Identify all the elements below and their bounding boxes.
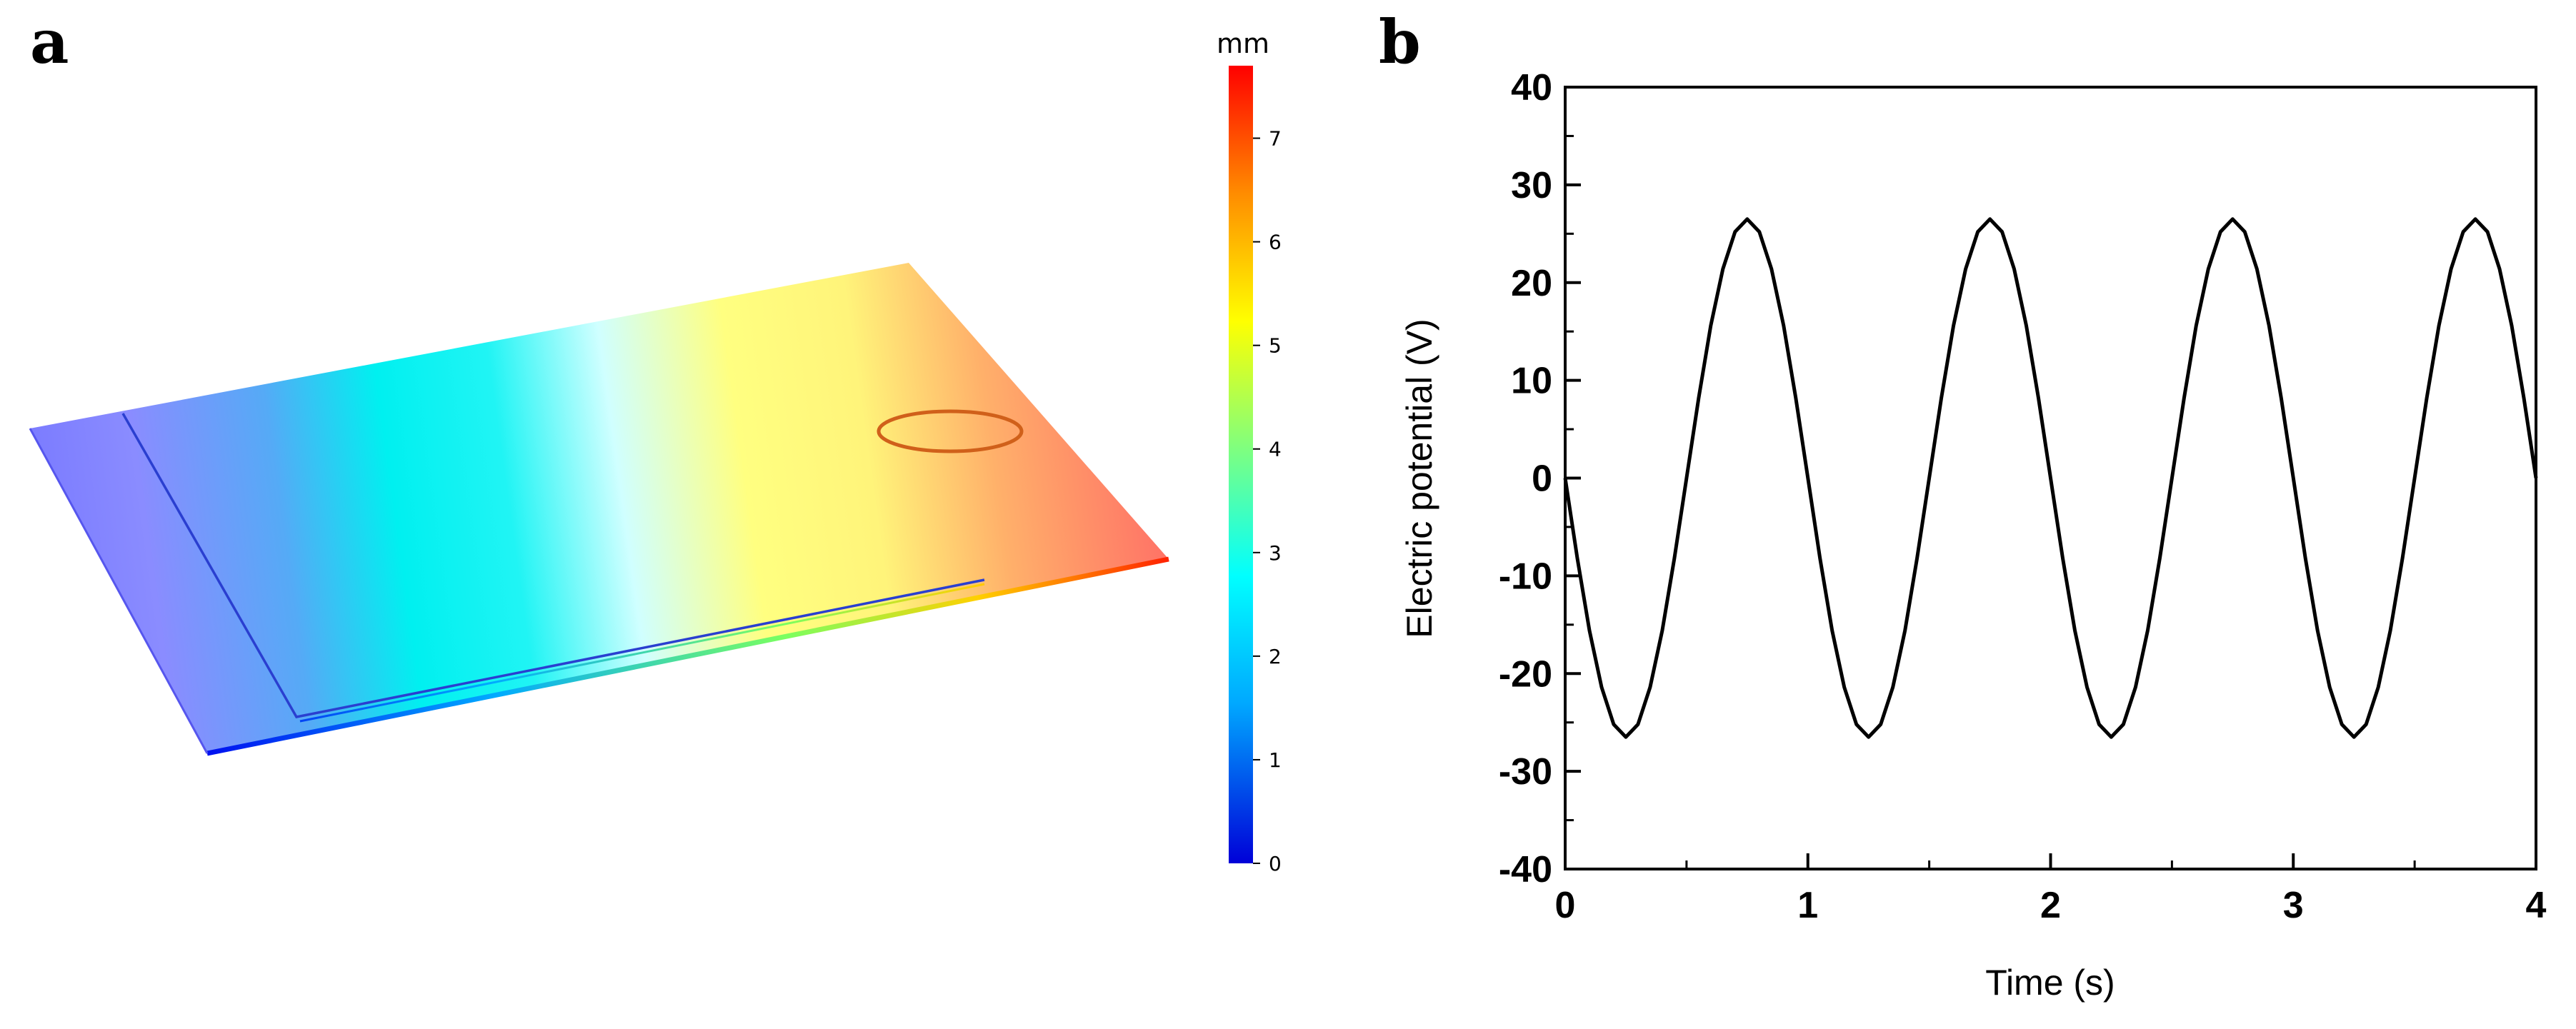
y-tick-label: -40 [1499, 849, 1552, 890]
colorbar-tick-label: 7 [1269, 127, 1282, 151]
panel-label-b: b [1379, 6, 1421, 77]
x-axis-title: Time (s) [1985, 963, 2115, 1003]
inner-slot-edge [299, 583, 985, 723]
colorbar-tick-label: 3 [1269, 541, 1282, 565]
colorbar: mm 0 1 2 3 4 5 6 7 [1217, 28, 1282, 875]
colorbar-tick-label: 0 [1269, 852, 1282, 875]
x-tick-label: 4 [2526, 885, 2547, 926]
plate-rendering [29, 263, 1169, 756]
x-tick-label: 1 [1797, 885, 1818, 926]
colorbar-tick-label: 1 [1269, 748, 1282, 772]
x-tick-label: 3 [2283, 885, 2304, 926]
y-tick-label: 20 [1511, 263, 1552, 304]
y-tick-label: -10 [1499, 556, 1552, 597]
series-line-electric-potential [1563, 217, 2538, 739]
colorbar-tick-label: 4 [1269, 438, 1282, 461]
chart-b: 40 30 20 10 0 -10 -20 -30 -40 0 1 2 3 4 Time (s) Ele… [1399, 67, 2547, 1003]
y-tick-label: 40 [1511, 67, 1552, 109]
x-tick-label: 2 [2040, 885, 2061, 926]
plate-front-edge [206, 556, 1169, 756]
colorbar-tick-label: 2 [1269, 645, 1282, 668]
x-axis-ticks: 0 1 2 3 4 [1555, 853, 2547, 926]
plate-left-edge [29, 428, 209, 754]
circular-hole [877, 409, 1024, 453]
colorbar-tick-label: 6 [1269, 231, 1282, 254]
x-tick-label: 0 [1555, 885, 1576, 926]
plate-surface [30, 263, 1169, 753]
inner-slot-outline [121, 413, 985, 718]
y-axis-title: Electric potential (V) [1399, 318, 1439, 638]
panel-label-a: a [30, 6, 69, 77]
colorbar-ticks: 0 1 2 3 4 5 6 7 [1253, 127, 1282, 875]
y-tick-label: 0 [1532, 458, 1552, 500]
y-tick-label: 10 [1511, 361, 1552, 402]
colorbar-unit: mm [1217, 28, 1269, 59]
y-axis-ticks: 40 30 20 10 0 -10 -20 -30 -40 [1499, 67, 1581, 890]
colorbar-tick-label: 5 [1269, 334, 1282, 358]
y-tick-label: -20 [1499, 653, 1552, 695]
colorbar-gradient [1229, 66, 1253, 863]
y-tick-label: -30 [1499, 751, 1552, 793]
y-tick-label: 30 [1511, 165, 1552, 206]
